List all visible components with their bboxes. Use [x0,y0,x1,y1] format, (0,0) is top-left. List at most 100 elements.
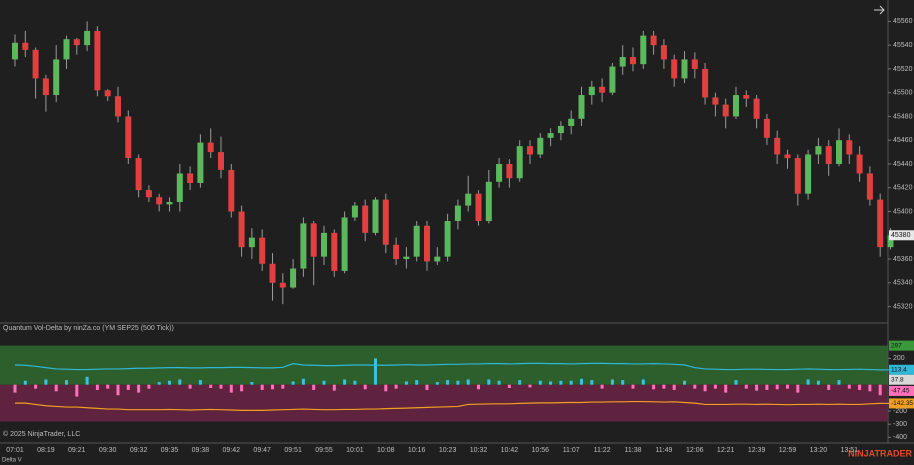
y-tick-label: 45480 [893,113,913,120]
candle-body [393,244,400,260]
candle-body [733,95,739,117]
value-box-label: 113.4 [891,367,907,374]
delta-bar [466,379,470,385]
delta-bar [301,378,305,385]
delta-bar [827,384,831,390]
delta-bar [765,384,769,390]
y-tick-label: 45520 [893,66,913,73]
x-tick-label: 09:21 [68,447,86,454]
scroll-arrow[interactable] [874,5,885,15]
candle-body [557,125,564,134]
candle-body [115,96,121,117]
candle-body [743,95,750,99]
candle-body [578,95,585,119]
candle-body [135,158,142,191]
delta-bar [198,380,202,385]
footer-label: Delta V [2,458,22,464]
delta-bar [847,384,851,389]
delta-bar [868,384,872,392]
y-tick-label: 45340 [893,280,913,287]
candle-body [866,173,873,200]
x-tick-label: 13:20 [810,447,828,454]
delta-bar [837,380,841,385]
candle-body [599,86,606,93]
delta-bar [322,380,326,385]
delta-bar [291,381,295,385]
delta-bar [271,384,274,390]
delta-bar [477,384,480,390]
candle-body [454,205,461,222]
y-tick-label: 45440 [893,161,913,168]
delta-bar [116,384,120,396]
delta-bar [178,379,182,385]
x-tick-label: 09:38 [192,447,210,454]
candle-body [259,237,266,264]
delta-bar [229,384,233,393]
x-tick-label: 09:30 [99,447,117,454]
delta-bar [250,382,254,385]
delta-bar [65,380,68,385]
candle-body [424,225,430,262]
x-tick-label: 09:35 [161,447,179,454]
value-box-label: -47.45 [891,388,910,395]
x-tick-label: 08:19 [37,447,55,454]
candle-body [341,217,348,271]
value-box [889,364,914,375]
delta-bar [312,384,316,390]
y-tick-label: 45400 [893,208,913,215]
candle-body [887,235,894,248]
delta-bar [188,384,192,389]
copyright: © 2025 NinjaTrader, LLC [3,430,80,438]
delta-bar [363,384,367,390]
delta-bar [332,384,336,391]
candle-body [248,237,255,248]
delta-bar [404,381,408,385]
delta-bar [518,380,522,385]
candle-body [660,45,667,60]
candle-body [104,90,111,97]
x-tick-label: 09:32 [130,447,148,454]
delta-bar [559,380,563,385]
candle-body [218,152,224,170]
candle-body [382,199,389,245]
x-tick-label: 11:22 [594,447,611,454]
candle-body [63,39,70,60]
delta-bar [240,384,244,392]
x-tick-label: 09:42 [223,447,241,454]
delta-bar [806,379,810,385]
value-box-label: 37.8 [891,376,904,383]
delta-bar [260,384,264,390]
candle-body [176,173,183,202]
candle-body [485,181,492,222]
candle-body [588,86,595,96]
delta-bar [415,380,419,385]
delta-bar [652,384,656,390]
delta-bar [641,379,645,385]
delta-bar [672,384,676,390]
delta-bar [44,379,48,385]
value-box [889,398,914,409]
delta-bar [703,384,707,392]
candle-body [331,232,338,271]
x-tick-label: 09:47 [253,447,271,454]
value-box-label: -142.35 [891,400,913,407]
delta-bar [683,380,686,385]
last-price-box [889,230,914,241]
delta-bar [621,380,625,385]
candle-body [187,173,194,183]
candle-body [650,35,657,46]
indicator-line [14,362,891,371]
indicator-title: Quantum Vol-Delta by ninZa.co (YM SEP25 … [3,325,174,332]
band [0,384,888,422]
delta-bar [796,384,800,393]
delta-bar [106,384,110,389]
candle-body [12,42,18,60]
delta-bar [435,382,439,385]
last-price-label: 45380 [891,232,911,239]
candle-body [527,146,533,155]
delta-bar [693,384,697,389]
candle-body [228,169,235,212]
delta-bar [549,381,553,385]
delta-bar [580,378,583,385]
